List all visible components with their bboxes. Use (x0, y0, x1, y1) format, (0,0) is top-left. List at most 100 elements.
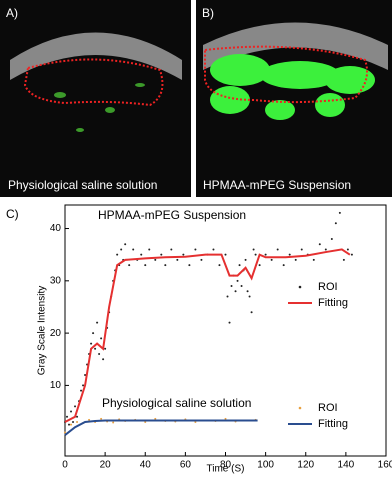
data-point (342, 258, 345, 261)
data-point (98, 353, 101, 356)
x-tick-label: 100 (257, 460, 274, 471)
data-point (288, 253, 291, 256)
data-point (74, 405, 77, 408)
panel-label: A) (6, 6, 18, 20)
data-point (140, 253, 143, 256)
y-axis-label: Gray Scale Intensity (37, 286, 48, 375)
data-point (90, 342, 93, 345)
x-tick-label: 60 (180, 460, 192, 471)
y-tick-label: 20 (50, 328, 62, 339)
x-tick-label: 140 (338, 460, 355, 471)
data-point (224, 417, 227, 420)
data-point (100, 337, 103, 340)
panel-label: B) (202, 6, 214, 20)
legend-label: ROI (318, 281, 338, 293)
data-point (330, 237, 333, 240)
panel-label: C) (6, 207, 19, 221)
data-point (252, 248, 255, 251)
data-point (104, 347, 107, 350)
data-point (66, 415, 69, 418)
legend-label: Fitting (318, 418, 348, 430)
data-point (200, 258, 203, 261)
data-point (70, 410, 73, 413)
x-tick-label: 40 (140, 460, 152, 471)
legend-label: Fitting (318, 297, 348, 309)
data-point (312, 258, 315, 261)
y-tick-label: 10 (50, 380, 62, 391)
data-point (226, 295, 229, 298)
data-point (154, 417, 157, 420)
data-point (116, 253, 119, 256)
data-point (124, 243, 127, 246)
data-point (96, 321, 99, 324)
data-point (270, 258, 273, 261)
data-point (338, 211, 341, 214)
data-point (282, 264, 285, 267)
data-point (236, 279, 239, 282)
data-point (70, 423, 73, 426)
annotation: Physiological saline solution (102, 396, 251, 410)
data-point (94, 347, 97, 350)
data-point (64, 431, 66, 434)
panel-b-image: B) HPMAA-mPEG Suspension (196, 0, 392, 197)
data-point (276, 248, 279, 251)
x-tick-label: 160 (378, 460, 392, 471)
data-point (76, 421, 79, 424)
data-point (350, 253, 353, 256)
data-point (112, 421, 115, 424)
data-point (194, 421, 197, 424)
data-point (218, 264, 221, 267)
data-point (88, 418, 91, 421)
data-point (230, 285, 233, 288)
data-point (250, 311, 253, 314)
data-point (82, 384, 85, 387)
panel-a-image: A) Physiological saline solution (0, 0, 191, 197)
data-point (234, 290, 237, 293)
data-point (76, 415, 79, 418)
data-point (254, 253, 257, 256)
legend-swatch (298, 285, 302, 289)
data-point (188, 264, 191, 267)
data-point (194, 248, 197, 251)
data-point (212, 248, 215, 251)
data-point (176, 258, 179, 261)
data-point (248, 295, 251, 298)
data-point (324, 248, 327, 251)
data-point (182, 253, 185, 256)
data-point (334, 222, 337, 225)
data-point (144, 421, 147, 424)
data-point (300, 248, 303, 251)
data-point (238, 264, 241, 267)
data-point (160, 253, 163, 256)
y-tick-label: 40 (50, 223, 62, 234)
data-point (132, 248, 135, 251)
data-point (100, 417, 103, 420)
x-tick-label: 120 (297, 460, 314, 471)
data-point (346, 248, 349, 251)
x-tick-label: 80 (220, 460, 232, 471)
data-point (80, 389, 83, 392)
x-axis-label: Time (S) (207, 464, 245, 475)
data-point (318, 243, 321, 246)
data-point (144, 264, 147, 267)
data-point (294, 258, 297, 261)
panel-caption: HPMAA-mPEG Suspension (203, 178, 351, 192)
data-point (84, 373, 87, 376)
data-point (246, 290, 249, 293)
data-point (164, 264, 167, 267)
data-point (128, 264, 131, 267)
x-tick-label: 0 (62, 460, 68, 471)
data-point (92, 332, 95, 335)
data-point (120, 248, 123, 251)
data-point (170, 248, 173, 251)
data-point (228, 321, 231, 324)
data-point (240, 285, 243, 288)
data-point (244, 258, 247, 261)
data-point (154, 258, 157, 261)
fit-line (64, 248, 351, 423)
y-tick-label: 30 (50, 275, 62, 286)
data-point (102, 358, 105, 361)
panel-caption: Physiological saline solution (8, 178, 157, 192)
data-point (224, 253, 227, 256)
annotation: HPMAA-mPEG Suspension (98, 208, 246, 222)
